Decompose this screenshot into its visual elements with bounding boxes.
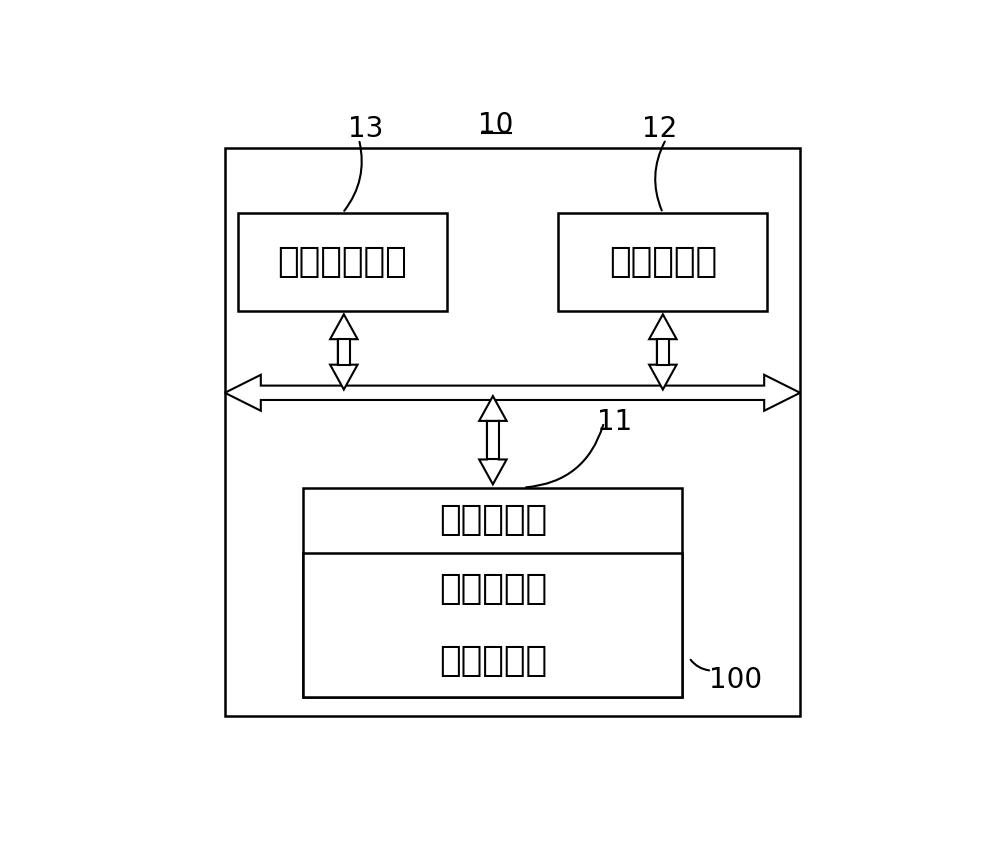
Bar — [338, 340, 350, 365]
Text: 第一存储器: 第一存储器 — [439, 503, 547, 537]
Polygon shape — [479, 421, 507, 484]
Bar — [303, 487, 682, 697]
Bar — [303, 553, 682, 697]
Text: 11: 11 — [597, 408, 633, 436]
Bar — [225, 148, 800, 717]
Polygon shape — [330, 314, 358, 365]
Text: 第一处理器: 第一处理器 — [609, 245, 717, 279]
Bar — [487, 421, 499, 459]
Text: 100: 100 — [709, 666, 762, 694]
Polygon shape — [649, 314, 677, 365]
Bar — [238, 213, 447, 311]
Text: 重管理装置: 重管理装置 — [439, 644, 547, 678]
Polygon shape — [225, 374, 800, 411]
Bar — [558, 213, 767, 311]
Text: 10: 10 — [478, 110, 514, 138]
Text: 第一食材称: 第一食材称 — [439, 572, 547, 606]
Text: 12: 12 — [642, 115, 677, 143]
Polygon shape — [649, 340, 677, 390]
Polygon shape — [330, 340, 358, 390]
Text: 13: 13 — [348, 115, 383, 143]
Bar — [657, 340, 669, 365]
Polygon shape — [479, 396, 507, 459]
Text: 第一通信单元: 第一通信单元 — [278, 245, 407, 279]
